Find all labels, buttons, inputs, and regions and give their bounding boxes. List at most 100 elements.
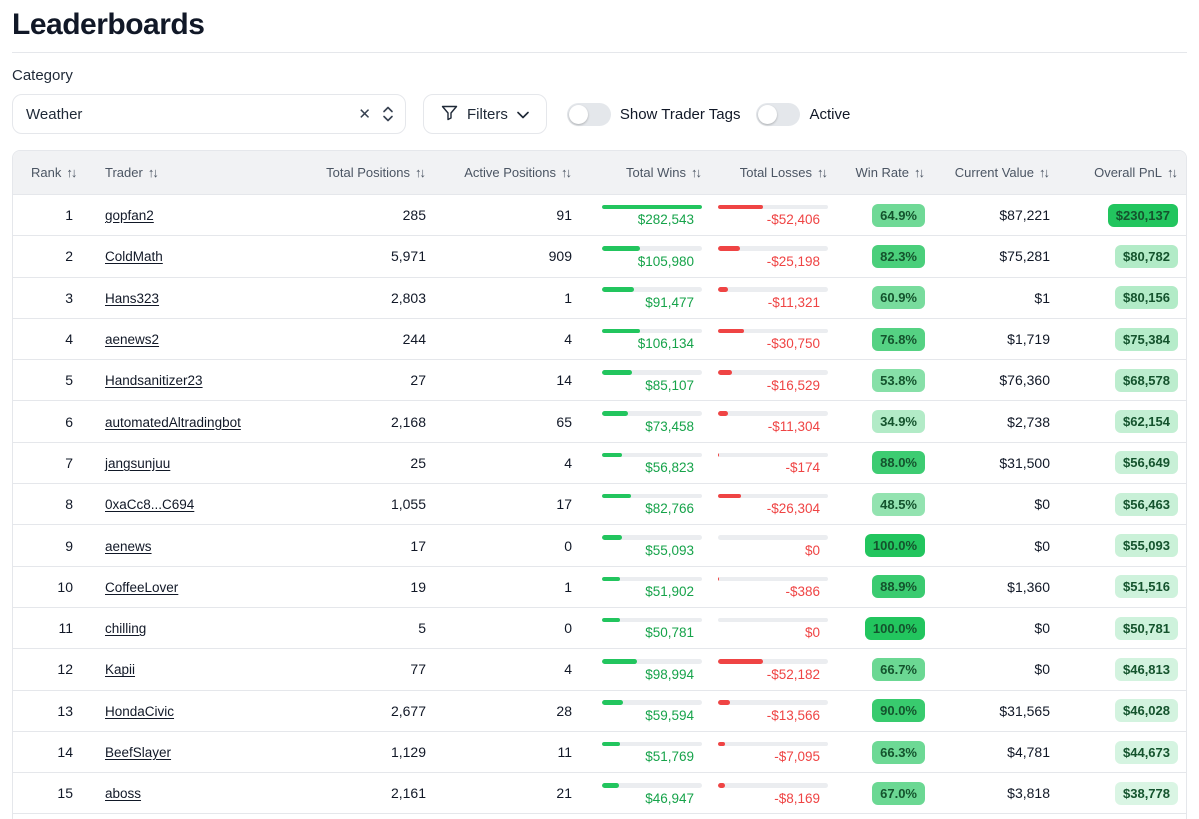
sort-icon: ↑↓ <box>1039 165 1050 180</box>
losses-bar-fill <box>718 287 728 292</box>
losses-bar-track <box>718 246 828 251</box>
win-rate-badge: 88.9% <box>872 575 925 599</box>
win-rate-badge: 64.9% <box>872 203 925 227</box>
overall-pnl-badge: $38,778 <box>1115 781 1178 805</box>
trader-link[interactable]: automatedAltradingbot <box>105 414 241 430</box>
total-losses-cell: $0 <box>702 533 828 558</box>
table-row: 11 chilling 5 0 $50,781 $0 100.0% $0 $50… <box>13 606 1186 649</box>
rank-cell: 10 <box>57 578 73 595</box>
trader-link[interactable]: chilling <box>105 621 147 637</box>
current-value-cell: $76,360 <box>999 372 1050 389</box>
show-trader-tags-toggle[interactable] <box>566 102 611 126</box>
current-value-cell: $1 <box>1034 289 1050 306</box>
table-row: 14 BeefSlayer 1,129 11 $51,769 -$7,095 6… <box>13 730 1186 773</box>
wins-amount: $73,458 <box>645 418 694 434</box>
losses-bar-track <box>718 535 828 540</box>
trader-link[interactable]: jangsunjuu <box>105 455 171 471</box>
total-losses-cell: -$30,750 <box>702 327 828 351</box>
losses-amount: -$11,321 <box>767 294 820 310</box>
current-value-cell: $1,719 <box>1007 331 1050 348</box>
current-value-cell: $31,565 <box>999 702 1050 719</box>
chevron-up-down-icon[interactable] <box>381 105 395 123</box>
column-header-trader[interactable]: Trader ↑↓ <box>105 165 159 180</box>
sort-icon: ↑↓ <box>1167 165 1178 180</box>
losses-amount: $0 <box>804 542 820 558</box>
trader-link[interactable]: ColdMath <box>105 249 163 265</box>
sort-icon: ↑↓ <box>561 165 572 180</box>
overall-pnl-cell: $38,778 <box>1050 781 1178 805</box>
chevron-down-icon <box>517 106 529 123</box>
trader-link[interactable]: BeefSlayer <box>105 745 172 760</box>
funnel-icon <box>441 104 458 125</box>
column-header-win-rate[interactable]: Win Rate ↑↓ <box>855 165 925 180</box>
win-rate-cell: 66.3% <box>828 740 925 764</box>
column-header-total-losses[interactable]: Total Losses ↑↓ <box>739 165 828 180</box>
overall-pnl-badge: $75,384 <box>1115 327 1178 351</box>
divider <box>12 52 1187 53</box>
wins-amount: $50,781 <box>645 625 694 641</box>
column-header-total-positions[interactable]: Total Positions ↑↓ <box>326 165 426 180</box>
wins-amount: $282,543 <box>637 212 694 228</box>
losses-bar-fill <box>718 659 764 664</box>
column-header-active-positions[interactable]: Active Positions ↑↓ <box>464 165 572 180</box>
category-select[interactable]: Weather ✕ <box>12 94 406 134</box>
losses-bar-fill <box>718 700 731 705</box>
column-header-current-value[interactable]: Current Value ↑↓ <box>954 165 1050 180</box>
total-losses-cell: -$52,182 <box>702 657 828 682</box>
trader-link[interactable]: Kapii <box>105 662 136 678</box>
trader-cell: CoffeeLover <box>83 579 316 595</box>
trader-link[interactable]: aboss <box>105 786 142 802</box>
column-header-overall-pnl[interactable]: Overall PnL ↑↓ <box>1094 165 1178 180</box>
wins-bar-fill <box>602 576 621 582</box>
overall-pnl-badge: $56,463 <box>1115 492 1178 516</box>
overall-pnl-badge: $44,673 <box>1115 740 1178 764</box>
wins-amount: $55,093 <box>645 542 694 558</box>
rank-cell: 1 <box>65 207 73 224</box>
wins-bar-track <box>602 411 702 416</box>
wins-bar-fill <box>602 411 628 416</box>
trader-link[interactable]: aenews2 <box>105 332 160 348</box>
total-wins-cell: $46,947 <box>572 781 702 806</box>
trader-link[interactable]: gopfan2 <box>105 208 154 224</box>
losses-bar-track <box>718 700 828 705</box>
current-value-cell: $0 <box>1034 537 1050 554</box>
total-wins-cell: $59,594 <box>572 698 702 723</box>
overall-pnl-cell: $80,782 <box>1050 244 1178 268</box>
category-select-value: Weather <box>26 105 83 123</box>
overall-pnl-badge: $50,781 <box>1115 616 1178 640</box>
wins-bar-track <box>602 287 702 292</box>
losses-bar-track <box>718 287 828 292</box>
win-rate-badge: 66.3% <box>872 740 925 764</box>
total-positions-cell: 27 <box>410 372 426 389</box>
trader-link[interactable]: Handsanitizer23 <box>105 373 203 389</box>
overall-pnl-badge: $56,649 <box>1115 451 1178 475</box>
active-positions-cell: 21 <box>556 785 572 802</box>
trader-link[interactable]: HondaCivic <box>105 703 175 719</box>
overall-pnl-badge: $55,093 <box>1115 534 1178 558</box>
filters-button[interactable]: Filters <box>423 94 547 134</box>
wins-bar-fill <box>602 452 623 458</box>
active-positions-cell: 28 <box>556 702 572 719</box>
active-positions-cell: 0 <box>564 537 572 554</box>
trader-link[interactable]: aenews <box>105 538 152 554</box>
wins-bar-track <box>602 783 702 788</box>
table-row: 15 aboss 2,161 21 $46,947 -$8,169 67.0% … <box>13 772 1186 814</box>
trader-cell: BeefSlayer <box>83 744 316 760</box>
trader-cell: Kapii <box>83 661 316 677</box>
wins-amount: $56,823 <box>645 460 694 476</box>
clear-icon[interactable]: ✕ <box>358 106 371 123</box>
total-losses-cell: -$25,198 <box>702 244 828 269</box>
rank-cell: 7 <box>65 454 73 471</box>
total-wins-cell: $91,477 <box>572 285 702 310</box>
current-value-cell: $87,221 <box>999 207 1050 224</box>
trader-link[interactable]: CoffeeLover <box>105 579 179 595</box>
table-header-row: Rank ↑↓ Trader ↑↓ Total Positions ↑↓ Active… <box>13 151 1186 194</box>
trader-link[interactable]: 0xaCc8...C694 <box>105 497 195 513</box>
column-header-total-wins[interactable]: Total Wins ↑↓ <box>626 165 702 180</box>
trader-link[interactable]: Hans323 <box>105 290 160 306</box>
current-value-cell: $0 <box>1034 496 1050 513</box>
column-header-rank[interactable]: Rank ↑↓ <box>31 165 77 180</box>
wins-bar-fill <box>602 783 619 788</box>
active-toggle[interactable] <box>756 102 801 126</box>
active-positions-cell: 4 <box>564 331 572 348</box>
